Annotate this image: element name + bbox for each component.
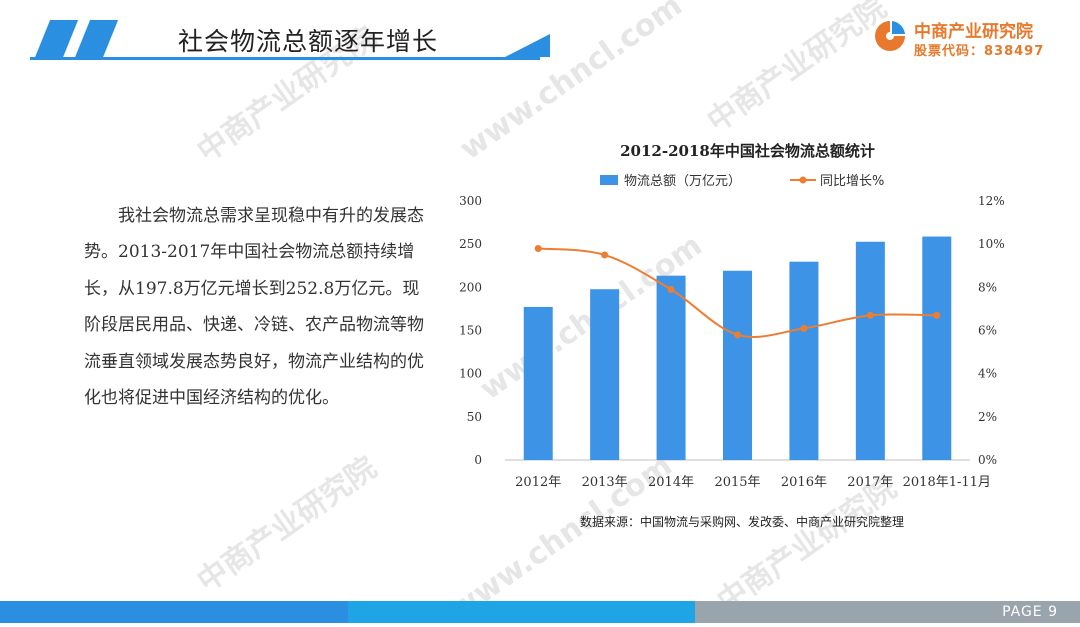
y-right-tick-label: 8%	[978, 280, 997, 294]
watermark: 中商产业研究院	[190, 450, 384, 600]
header-underline	[30, 57, 540, 60]
x-tick-label: 2012年	[515, 475, 561, 490]
logo-name: 中商产业研究院	[914, 22, 1033, 42]
y-right-tick-label: 10%	[978, 237, 1005, 251]
y-right-tick-label: 4%	[978, 367, 997, 381]
x-tick-label: 2017年	[847, 475, 893, 490]
y-right-tick-label: 12%	[978, 194, 1005, 208]
chart-title: 2012-2018年中国社会物流总额统计	[620, 142, 875, 160]
y-left-tick-label: 300	[459, 194, 482, 208]
x-tick-label: 2016年	[781, 475, 827, 490]
data-source: 数据来源：中国物流与采购网、发改委、中商产业研究院整理	[580, 515, 905, 529]
bar	[855, 241, 885, 460]
growth-point	[667, 285, 675, 293]
legend-marker	[799, 176, 807, 184]
legend-swatch-bar	[600, 175, 618, 185]
header-stripe	[73, 20, 119, 60]
header-stripe	[33, 20, 79, 60]
watermark: 中商产业研究院	[700, 0, 894, 140]
growth-point	[534, 244, 542, 252]
bar	[723, 270, 752, 460]
x-tick-label: 2014年	[648, 475, 694, 490]
growth-point	[601, 251, 609, 259]
growth-point	[734, 331, 741, 339]
bar	[523, 306, 553, 460]
y-right-tick-label: 2%	[978, 410, 997, 424]
growth-point	[800, 324, 808, 332]
page-number: PAGE 9	[1002, 604, 1058, 620]
page-title: 社会物流总额逐年增长	[178, 27, 439, 56]
header-triangle	[505, 34, 550, 57]
legend-label-line: 同比增长%	[820, 174, 884, 189]
growth-point	[866, 311, 874, 319]
footer-bar: PAGE 9	[0, 601, 1080, 623]
footer-segment	[695, 601, 1080, 623]
footer-segment	[0, 601, 348, 623]
bar	[789, 261, 819, 460]
y-left-tick-label: 150	[459, 324, 482, 338]
legend-label-bar: 物流总额（万亿元）	[624, 174, 741, 189]
y-left-tick-label: 250	[459, 237, 482, 251]
y-left-tick-label: 100	[459, 367, 482, 381]
footer-segment	[348, 601, 695, 623]
y-left-tick-label: 0	[474, 453, 482, 467]
logo-stock-code: 股票代码：838497	[914, 44, 1045, 59]
bar	[922, 236, 952, 460]
company-logo: 中商产业研究院 股票代码：838497	[872, 14, 1072, 64]
growth-point	[933, 311, 941, 319]
logo-icon	[875, 21, 905, 51]
y-left-tick-label: 50	[467, 410, 482, 424]
bar	[656, 275, 686, 460]
body-paragraph: 我社会物流总需求呈现稳中有升的发展态势。2013-2017年中国社会物流总额持续…	[84, 206, 424, 409]
y-right-tick-label: 0%	[978, 453, 997, 467]
x-tick-label: 2013年	[582, 475, 628, 490]
x-tick-label: 2018年1-11月	[903, 475, 991, 490]
y-right-tick-label: 6%	[978, 324, 997, 338]
x-tick-label: 2015年	[714, 475, 760, 490]
bar	[590, 289, 620, 460]
y-left-tick-label: 200	[459, 280, 482, 294]
